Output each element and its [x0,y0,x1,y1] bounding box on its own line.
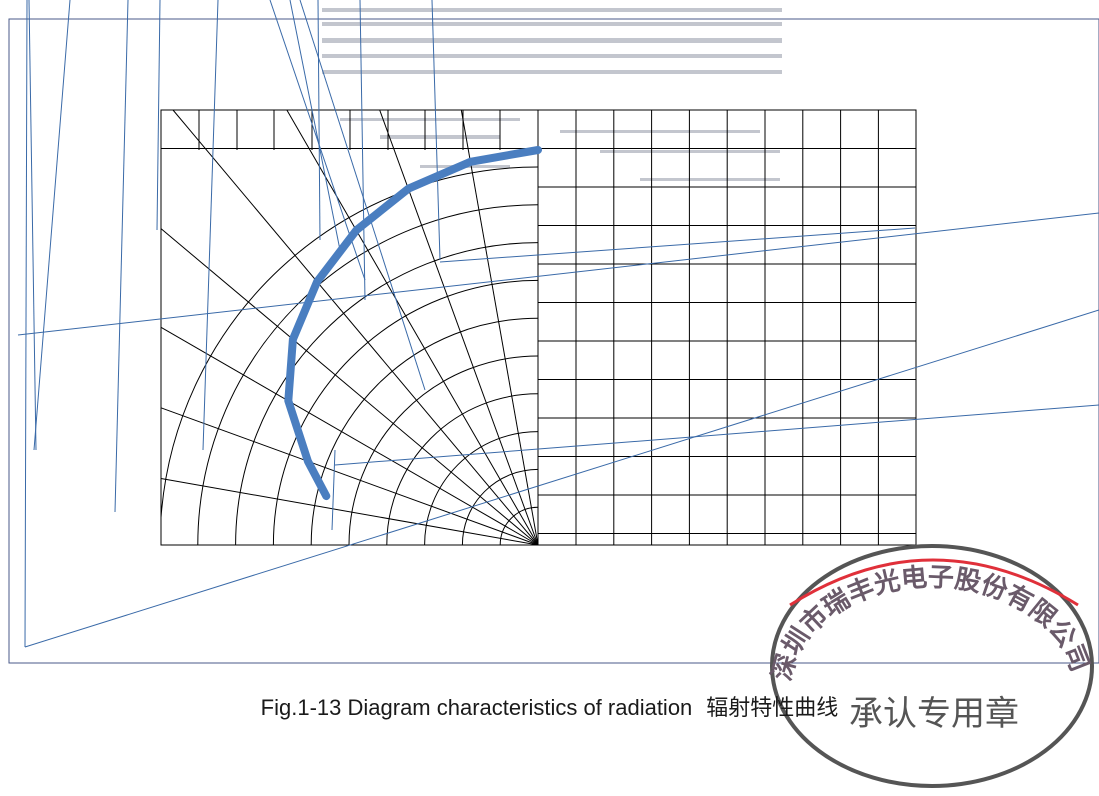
scan-artifact [640,178,780,181]
caption-chinese: 辐射特性曲线 [706,696,839,721]
polar-ring [386,393,539,546]
polar-ring [310,317,539,546]
leader-line [299,0,426,391]
company-seal: 深圳市瑞丰光电子股份有限公司 承认专用章 [767,544,1095,788]
polar-spoke [160,228,539,546]
polar-spoke [160,407,539,546]
scan-artifact [322,38,782,43]
polar-spoke [379,109,539,546]
figure-caption: Fig.1-13 Diagram characteristics of radi… [0,690,1099,722]
polar-ring [272,279,539,546]
polar-ring [461,468,539,546]
leader-line [28,0,37,451]
leader-line [17,212,1099,336]
polar-ring [348,355,539,546]
seal-ring [770,544,1094,788]
seal-accent-arc [789,558,1079,607]
radiation-point [304,458,311,465]
leader-line [289,0,341,251]
leader-line [359,0,366,301]
radiation-point [285,397,292,404]
leader-line [24,0,28,648]
scan-artifact-bars [322,8,782,181]
polar-spoke [160,326,539,546]
scan-artifact [380,135,500,139]
polar-spoke [460,109,539,546]
figure-frame [8,18,1099,664]
polar-ring [160,166,539,518]
scan-artifact [560,130,760,133]
radiation-point [405,185,412,192]
leader-line [114,0,129,513]
radiation-point [323,493,330,500]
polar-spoke [172,109,539,546]
polar-ring [235,242,539,546]
leader-line [24,309,1099,648]
leader-line [334,404,1099,466]
radiation-point [314,278,321,285]
leader-line [202,0,219,451]
scan-artifact [322,22,782,26]
polar-spoke [160,478,539,546]
seal-purpose-text: 承认专用章 [849,694,1019,734]
leader-lines [17,0,1099,648]
leader-line [156,0,161,231]
caption-english: Fig.1-13 Diagram characteristics of radi… [260,695,693,720]
rect-grid [160,109,917,546]
scan-artifact [322,70,782,74]
radiation-point [535,147,541,153]
scan-artifact [340,118,520,121]
leader-line [331,449,336,531]
radiation-point [467,158,474,165]
leader-line [317,0,321,241]
plot-border [160,109,917,546]
leader-line [431,0,441,261]
radiation-curve-layer [284,146,542,501]
leader-line [33,0,71,451]
polar-grid [160,109,539,546]
polar-spoke [286,109,539,546]
scan-artifact [600,150,780,153]
polar-ring [197,204,539,546]
scan-artifact [322,54,782,58]
scan-artifact [322,8,782,12]
radiation-point [289,336,296,343]
radiation-point [353,227,360,234]
leader-line [439,227,916,263]
